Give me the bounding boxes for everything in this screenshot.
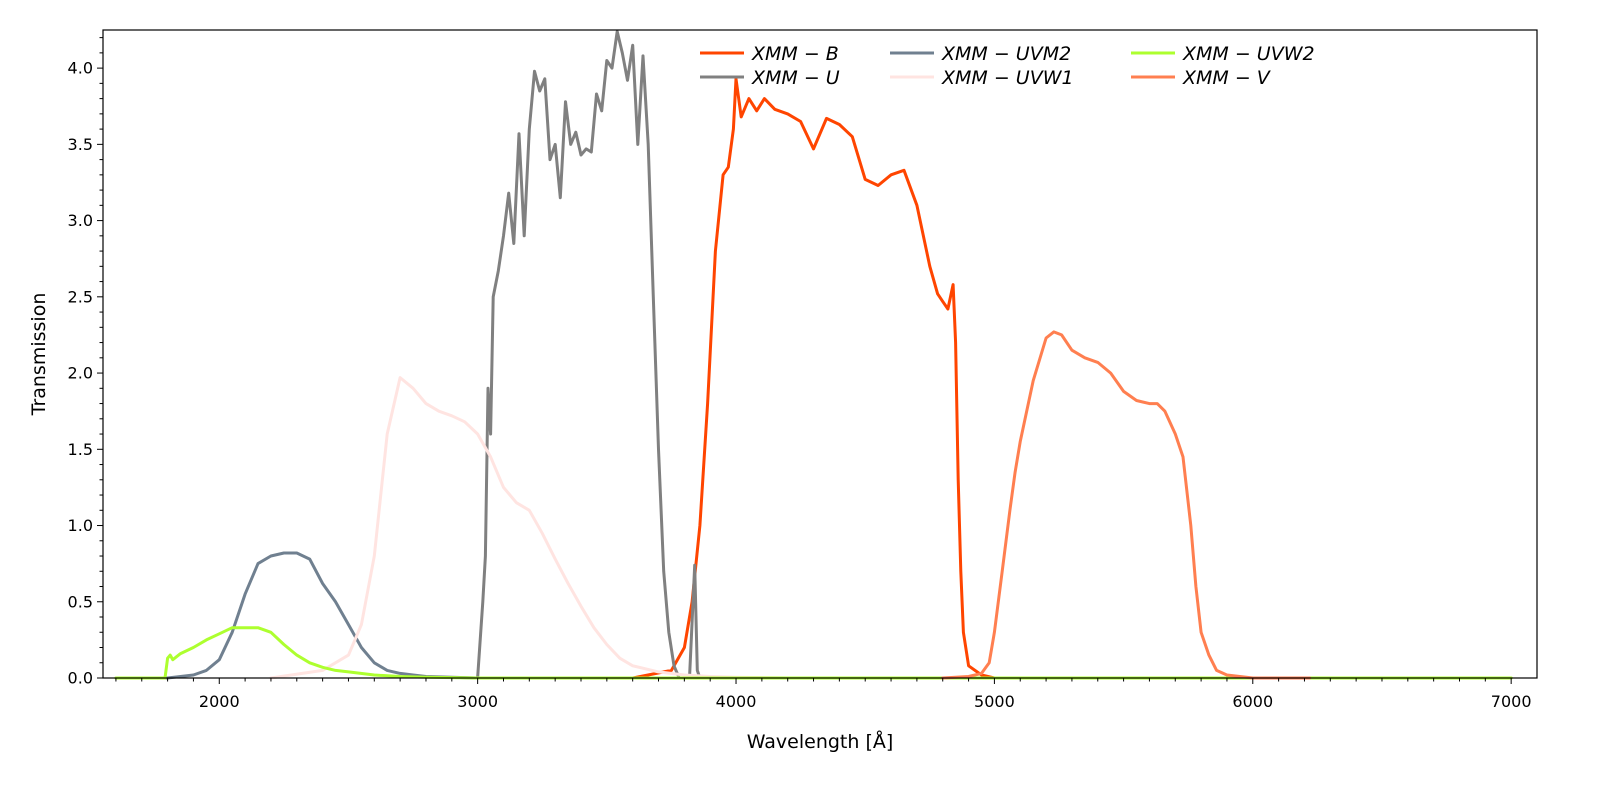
x-axis: 2000 3000 4000 5000 6000 7000: [115, 678, 1532, 711]
series-line-2: [127, 551, 531, 680]
legend-label-3: XMM − UVW1: [941, 67, 1074, 89]
series-curves: [114, 30, 1513, 680]
x-tick-label: 3000: [457, 692, 498, 711]
y-axis: 0.0 0.5 1.0 1.5 2.0 2.5 3.0 3.5 4.0: [68, 37, 103, 688]
x-tick-label: 4000: [716, 692, 757, 711]
y-axis-title: Transmission: [28, 293, 50, 417]
y-tick-label: 2.0: [68, 364, 93, 383]
y-tick-label: 3.5: [68, 135, 93, 154]
legend-label-4: XMM − UVW2: [1182, 43, 1315, 65]
legend-label-0: XMM − B: [751, 43, 839, 65]
legend-label-2: XMM − UVM2: [941, 43, 1071, 65]
legend-label-5: XMM − V: [1182, 67, 1272, 89]
series-line-0: [631, 77, 996, 680]
plot-frame: [102, 29, 1538, 679]
x-tick-label: 7000: [1491, 692, 1532, 711]
x-axis-title: Wavelength [Å]: [747, 730, 894, 753]
y-tick-label: 0.0: [68, 669, 93, 688]
x-tick-label: 2000: [199, 692, 240, 711]
y-tick-label: 0.5: [68, 592, 93, 611]
x-tick-label: 5000: [974, 692, 1015, 711]
y-tick-label: 2.5: [68, 287, 93, 306]
y-tick-label: 1.5: [68, 440, 93, 459]
series-line-5: [941, 330, 1312, 680]
y-tick-label: 4.0: [68, 59, 93, 78]
series-line-3: [269, 376, 790, 680]
y-tick-label: 1.0: [68, 516, 93, 535]
y-tick-label: 3.0: [68, 211, 93, 230]
legend-label-1: XMM − U: [751, 67, 840, 89]
x-tick-label: 6000: [1232, 692, 1273, 711]
